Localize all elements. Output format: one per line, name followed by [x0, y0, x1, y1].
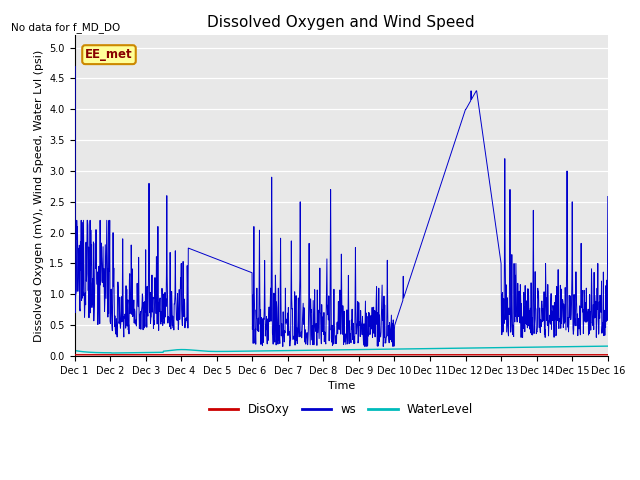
- Legend: DisOxy, ws, WaterLevel: DisOxy, ws, WaterLevel: [204, 398, 478, 420]
- Title: Dissolved Oxygen and Wind Speed: Dissolved Oxygen and Wind Speed: [207, 15, 475, 30]
- Text: No data for f_MD_DO: No data for f_MD_DO: [10, 23, 120, 34]
- X-axis label: Time: Time: [328, 381, 355, 391]
- Y-axis label: Dissolved Oxygen (mV), Wind Speed, Water Lvl (psi): Dissolved Oxygen (mV), Wind Speed, Water…: [34, 49, 44, 342]
- Text: EE_met: EE_met: [85, 48, 133, 61]
